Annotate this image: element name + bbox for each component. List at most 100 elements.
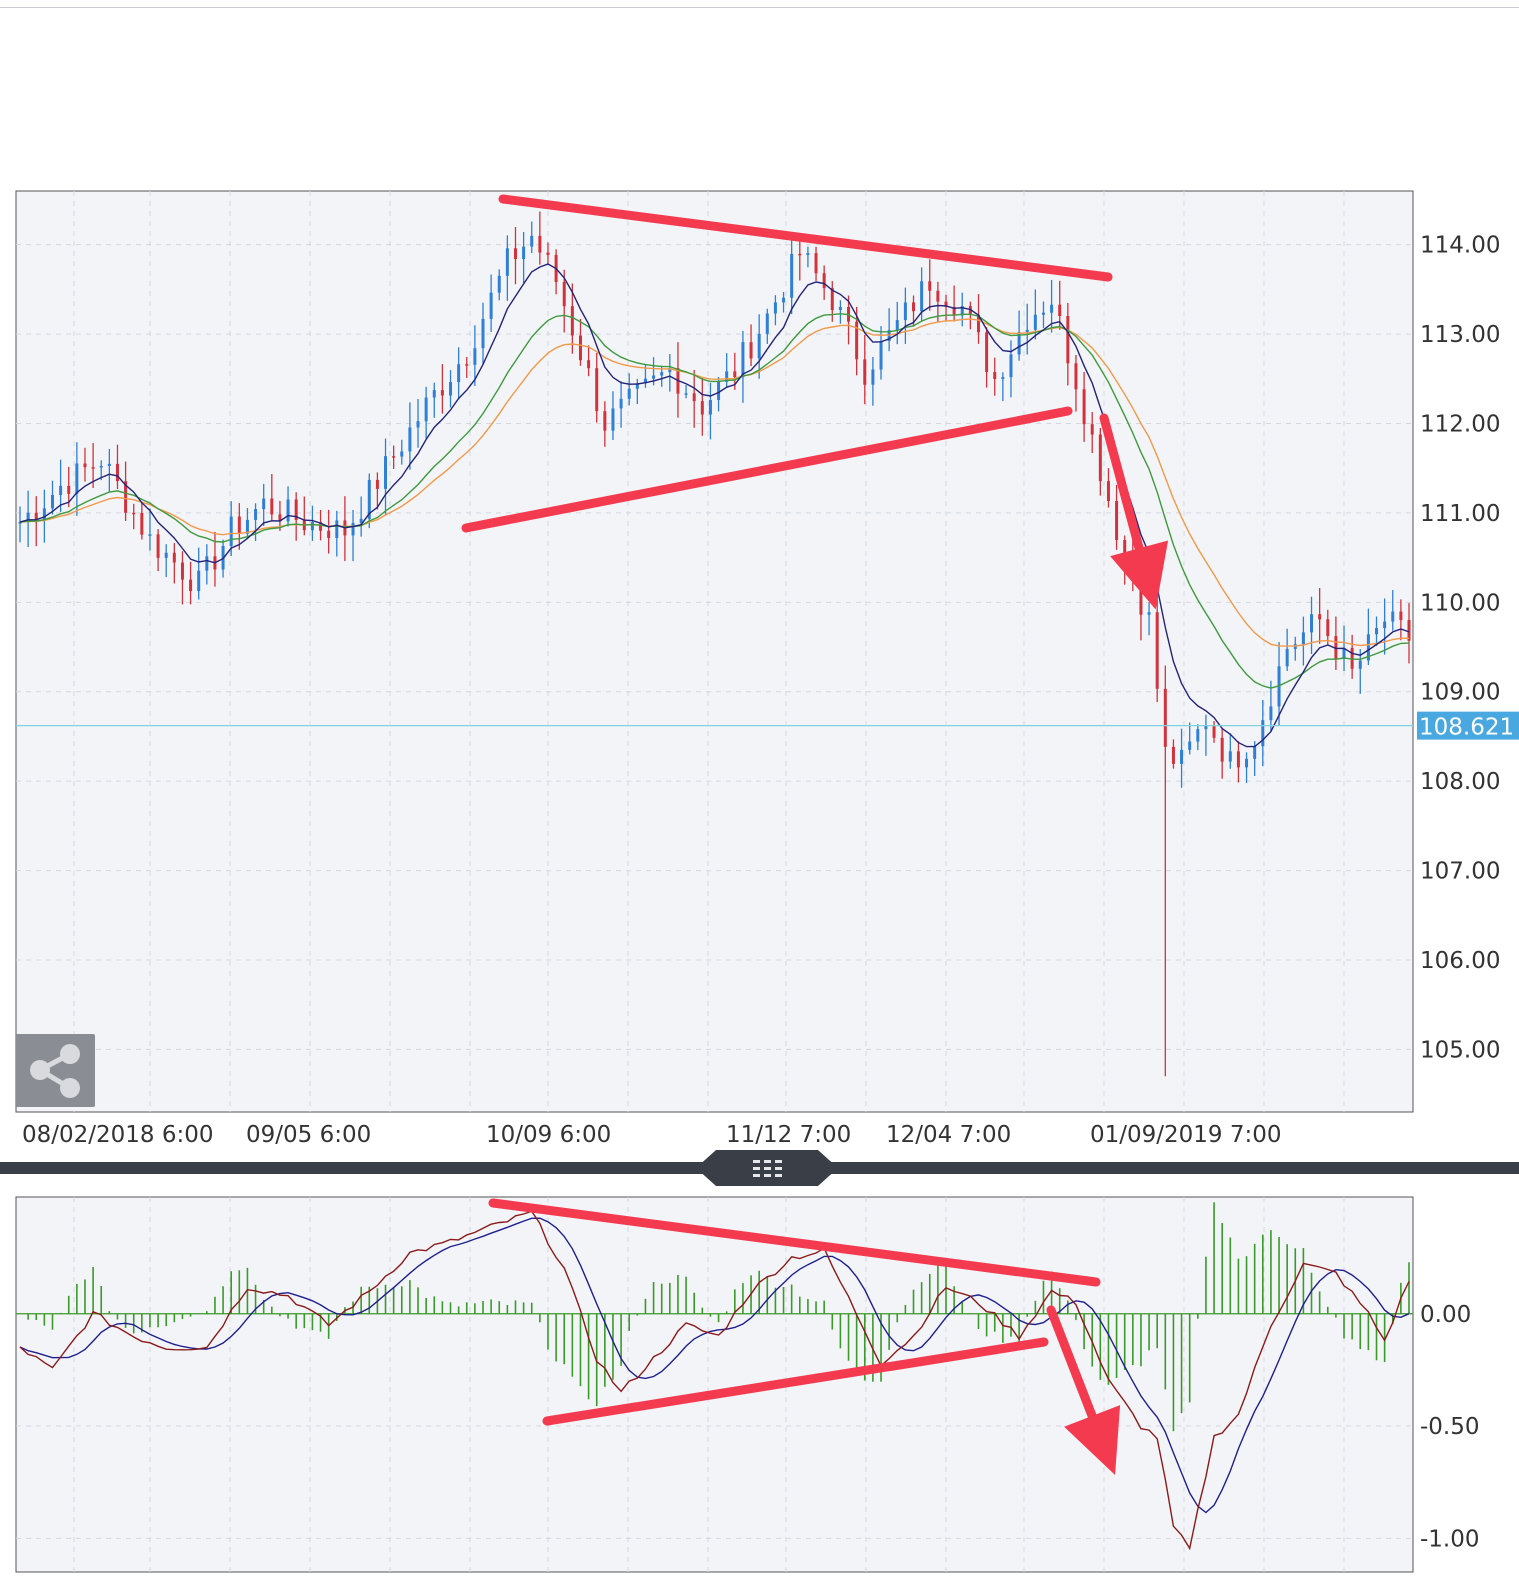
down-candle-body (1326, 619, 1330, 637)
down-candle-body (1318, 614, 1322, 620)
drag-handle-dot (764, 1167, 771, 1170)
up-candle-body (254, 509, 258, 520)
top-divider (0, 7, 1519, 8)
up-candle-body (1033, 314, 1037, 330)
up-candle-body (262, 498, 266, 510)
down-candle-body (863, 359, 867, 385)
down-candle-body (294, 499, 298, 520)
up-candle-body (229, 516, 233, 546)
price-resistance-trendline (498, 194, 1113, 282)
up-candle-body (351, 522, 355, 536)
price-tick-label: 114.00 (1420, 233, 1500, 259)
up-candle-body (619, 398, 623, 409)
up-candle-body (505, 248, 509, 276)
down-candle-body (1090, 424, 1094, 435)
down-candle-body (1082, 389, 1086, 425)
up-candle-body (107, 463, 111, 466)
drag-handle-dot (753, 1167, 760, 1170)
histogram-group (27, 1202, 1410, 1432)
down-candle-body (1155, 612, 1159, 689)
candles-group (18, 211, 1411, 1077)
down-candle-body (603, 411, 607, 431)
down-candle-body (270, 498, 274, 515)
down-candle-body (1350, 647, 1354, 669)
up-candle-body (741, 342, 745, 378)
x-tick-label: 10/09 6:00 (486, 1122, 611, 1148)
down-candle-body (595, 368, 599, 412)
up-candle-body (708, 399, 712, 415)
down-candle-body (928, 281, 932, 291)
share-button[interactable] (16, 1034, 95, 1107)
up-candle-body (310, 522, 314, 531)
up-candle-body (1180, 749, 1184, 764)
down-candle-body (976, 314, 980, 333)
up-candle-body (757, 333, 761, 359)
macd-breakdown-arrow-head (1064, 1405, 1121, 1476)
down-candle-body (912, 302, 916, 312)
up-candle-body (960, 306, 964, 316)
up-candle-body (26, 512, 30, 523)
x-tick-label: 12/04 7:00 (886, 1122, 1011, 1148)
down-candle-body (944, 301, 948, 307)
up-candle-body (1269, 706, 1273, 721)
down-candle-body (733, 371, 737, 378)
price-tick-label: 110.00 (1420, 590, 1500, 616)
up-candle-body (245, 519, 249, 534)
up-candle-body (773, 302, 777, 314)
down-candle-body (546, 252, 550, 255)
down-candle-body (1163, 688, 1167, 747)
up-candle-body (1025, 329, 1029, 333)
current-price-label: 108.621 (1419, 715, 1514, 741)
down-candle-body (578, 335, 582, 361)
down-candle-body (587, 360, 591, 369)
down-candle-body (237, 516, 241, 534)
down-candle-body (1115, 501, 1119, 541)
up-candle-body (1366, 634, 1370, 661)
drag-handle-dot (764, 1174, 771, 1177)
down-candle-body (936, 290, 940, 302)
up-candle-body (765, 313, 769, 334)
price-tick-label: 105.00 (1420, 1037, 1500, 1063)
down-candle-body (1123, 540, 1127, 559)
up-candle-body (1310, 614, 1314, 633)
down-candle-body (562, 281, 566, 307)
macd-tick-label: -0.50 (1420, 1414, 1480, 1440)
down-candle-body (1407, 620, 1411, 641)
drag-handle-icon (753, 1160, 782, 1177)
price-tick-label: 113.00 (1420, 322, 1500, 348)
up-candle-body (1147, 612, 1151, 615)
up-candle-body (1050, 304, 1054, 313)
down-candle-body (1220, 737, 1224, 762)
up-candle-body (790, 253, 794, 298)
up-candle-body (903, 302, 907, 321)
down-candle-body (1334, 636, 1338, 659)
down-candle-body (968, 306, 972, 315)
down-candle-body (34, 512, 38, 520)
up-candle-body (197, 570, 201, 592)
price-tick-label: 112.00 (1420, 411, 1500, 437)
drag-handle-dot (775, 1174, 782, 1177)
up-candle-body (384, 456, 388, 489)
down-candle-body (985, 332, 989, 372)
down-candle-body (692, 393, 696, 402)
down-candle-body (327, 530, 331, 539)
down-candle-body (749, 342, 753, 359)
x-tick-label: 01/09/2019 7:00 (1090, 1122, 1282, 1148)
price-panel (15, 190, 1414, 1113)
up-candle-body (1228, 751, 1232, 762)
up-candle-body (1253, 746, 1257, 759)
up-candle-body (1001, 377, 1005, 379)
up-candle-body (838, 307, 842, 311)
down-candle-body (993, 371, 997, 379)
signal-line (19, 1217, 1410, 1514)
up-candle-body (1245, 758, 1249, 768)
up-candle-body (1391, 611, 1395, 622)
drag-handle-dot (775, 1160, 782, 1163)
down-candle-body (172, 552, 176, 563)
down-candle-body (1074, 363, 1078, 390)
up-candle-body (522, 246, 526, 260)
up-candle-body (725, 371, 729, 382)
up-candle-body (99, 465, 103, 468)
up-candle-body (424, 397, 428, 422)
